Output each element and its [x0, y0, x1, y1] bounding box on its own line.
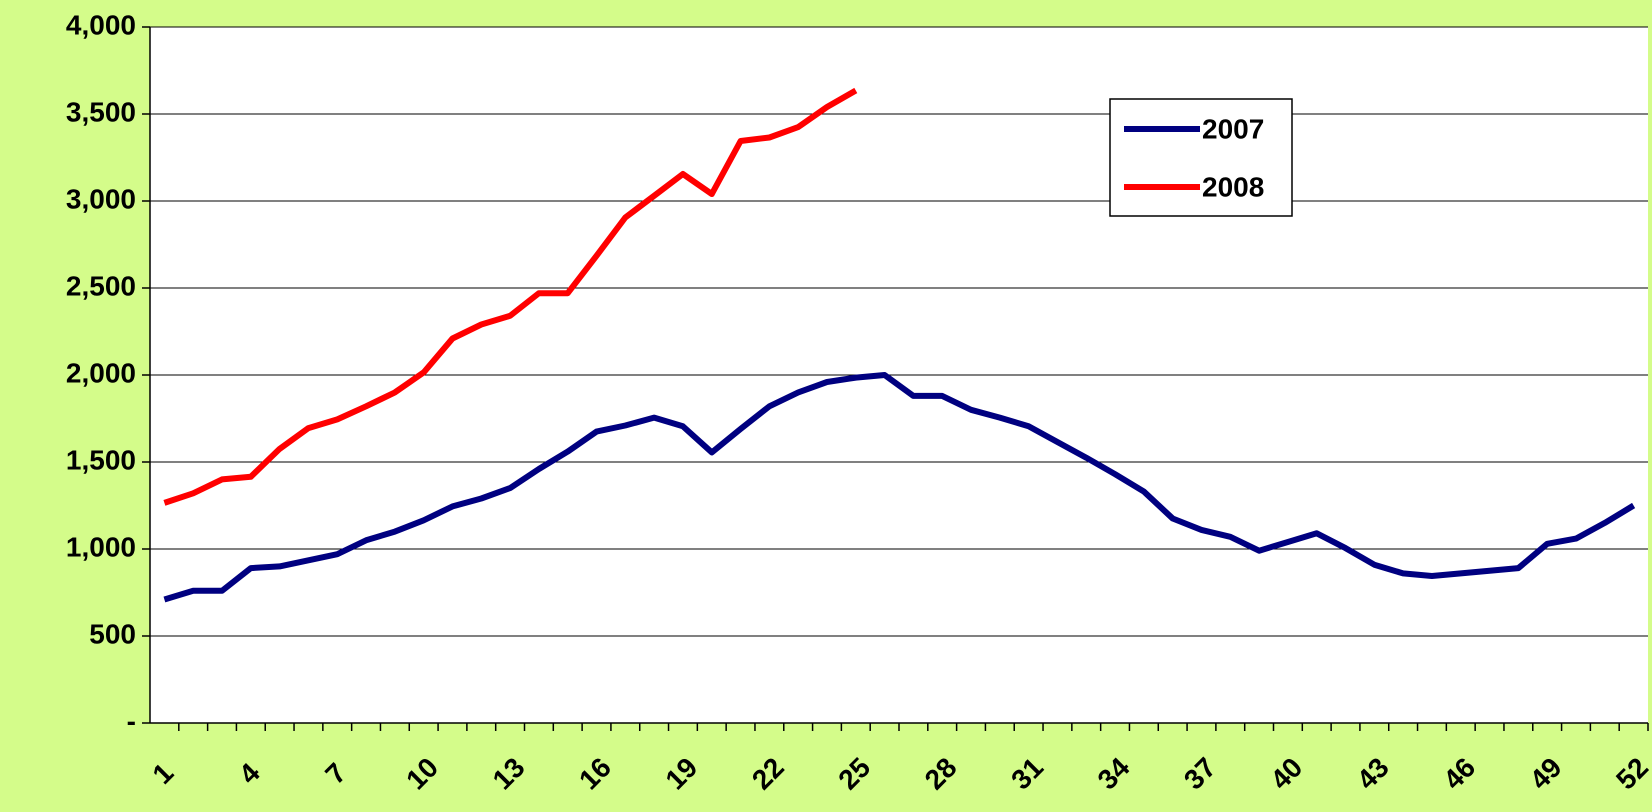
y-tick-label: -	[127, 705, 136, 736]
x-tick-label: 7	[319, 757, 352, 790]
y-tick-label: 1,500	[66, 444, 136, 475]
legend-label: 2007	[1202, 113, 1264, 144]
x-tick-label: 37	[1178, 752, 1222, 796]
x-tick-label: 34	[1092, 751, 1136, 795]
series-line	[163, 87, 858, 506]
legend-label: 2008	[1202, 171, 1264, 202]
x-tick-label: 4	[233, 757, 266, 790]
x-tick-label: 1	[146, 757, 179, 790]
x-tick-label: 25	[832, 752, 876, 796]
series-line	[163, 372, 1636, 603]
x-tick-label: 13	[487, 752, 531, 796]
y-tick-label: 1,000	[66, 531, 136, 562]
x-tick-label: 28	[919, 752, 963, 796]
y-tick-label: 4,000	[66, 9, 136, 40]
x-tick-label: 40	[1264, 752, 1308, 796]
x-tick-label: 16	[573, 752, 617, 796]
x-tick-label: 10	[400, 752, 444, 796]
y-tick-label: 2,500	[66, 270, 136, 301]
legend-box	[1109, 98, 1293, 217]
x-tick-label: 49	[1524, 752, 1568, 796]
y-tick-label: 3,000	[66, 183, 136, 214]
x-tick-label: 46	[1437, 752, 1481, 796]
x-tick-label: 43	[1351, 752, 1395, 796]
x-tick-label: 22	[746, 752, 790, 796]
x-tick-label: 19	[659, 752, 703, 796]
y-tick-label: 2,000	[66, 357, 136, 388]
x-tick-label: 31	[1005, 752, 1049, 796]
x-tick-label: 52	[1610, 752, 1652, 796]
y-tick-label: 3,500	[66, 96, 136, 127]
y-tick-label: 500	[89, 618, 136, 649]
